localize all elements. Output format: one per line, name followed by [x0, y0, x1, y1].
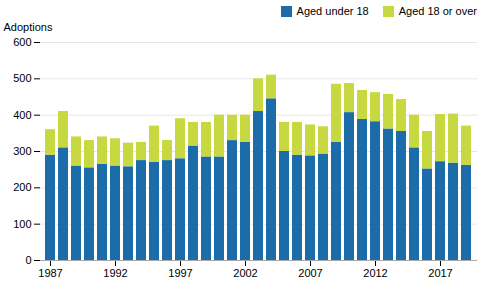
svg-text:200: 200: [13, 181, 31, 193]
svg-text:Adoptions: Adoptions: [4, 21, 53, 33]
svg-text:0: 0: [25, 254, 31, 266]
html-text:Aged 18 or over: Aged 18 or over: [398, 5, 477, 17]
svg-text:2002: 2002: [233, 267, 257, 279]
svg-text:1997: 1997: [168, 267, 192, 279]
svg-text:100: 100: [13, 218, 31, 230]
html-text:Aged under 18: Aged under 18: [296, 5, 369, 17]
svg-text:600: 600: [13, 36, 31, 48]
svg-text:300: 300: [13, 145, 31, 157]
svg-text:2012: 2012: [363, 267, 387, 279]
svg-text:1987: 1987: [38, 267, 62, 279]
svg-text:400: 400: [13, 109, 31, 121]
svg-text:2007: 2007: [298, 267, 322, 279]
svg-text:2017: 2017: [428, 267, 452, 279]
svg-text:1992: 1992: [103, 267, 127, 279]
svg-text:500: 500: [13, 72, 31, 84]
